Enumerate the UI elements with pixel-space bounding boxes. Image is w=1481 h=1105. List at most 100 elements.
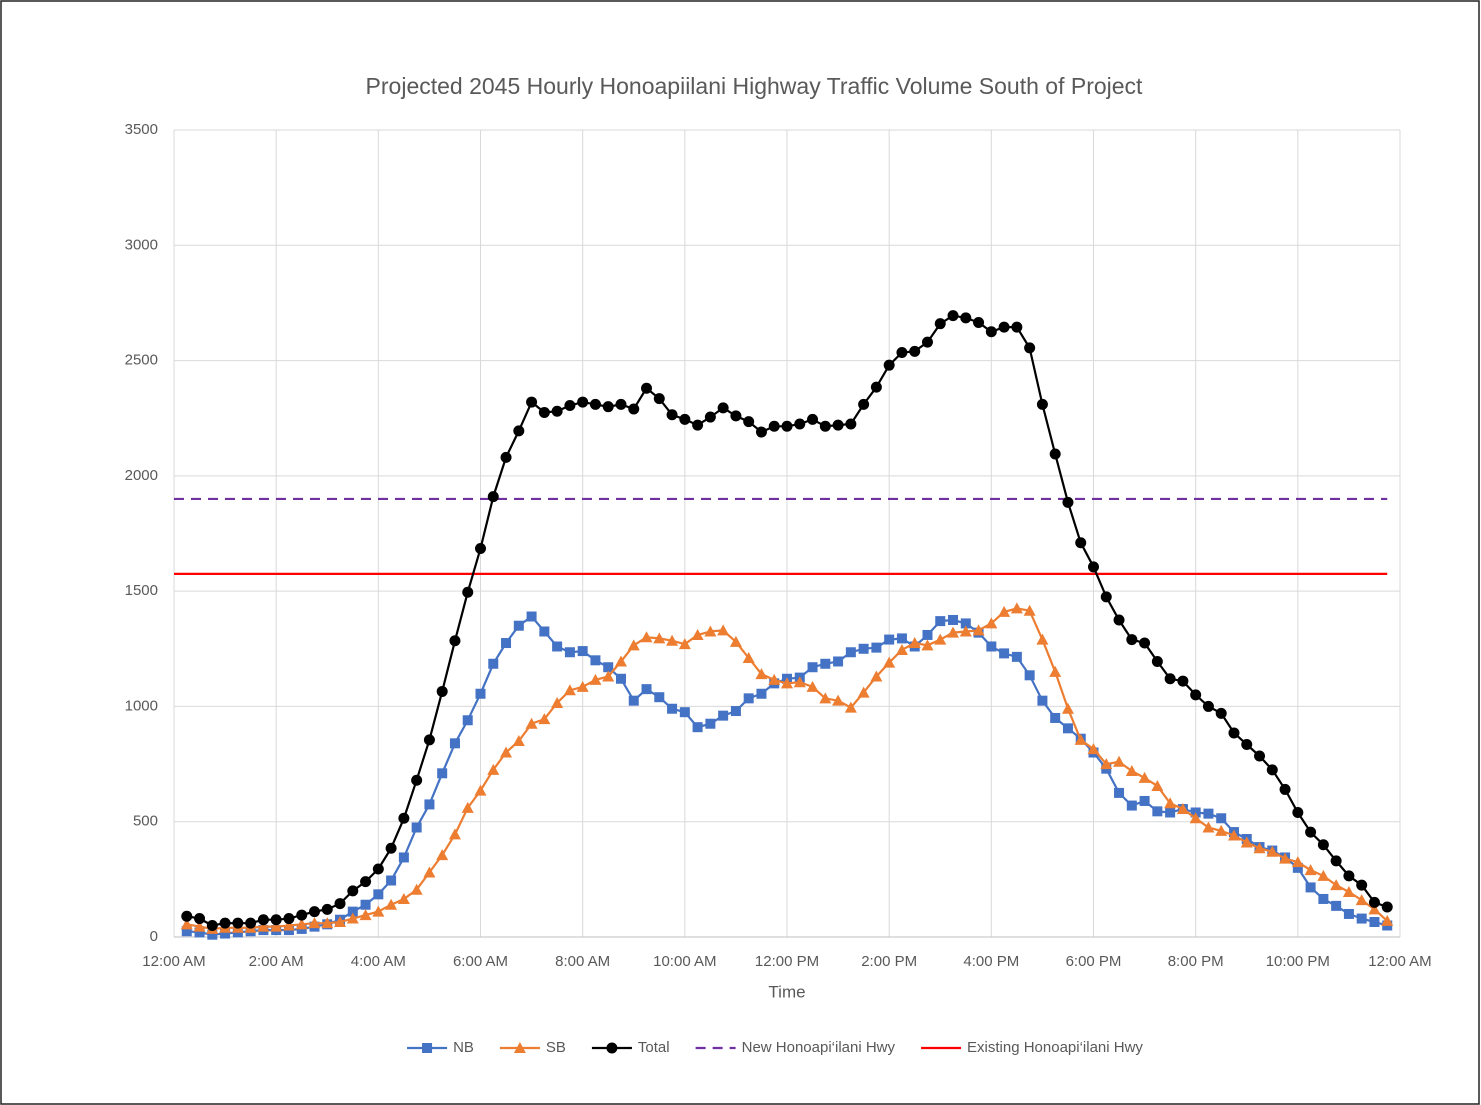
point bbox=[717, 624, 730, 636]
point bbox=[602, 670, 615, 682]
point bbox=[1165, 807, 1176, 818]
point bbox=[1177, 675, 1189, 687]
point bbox=[589, 398, 601, 410]
point bbox=[207, 929, 218, 940]
point bbox=[577, 396, 589, 408]
point bbox=[973, 317, 985, 329]
point bbox=[539, 626, 550, 637]
point bbox=[513, 620, 524, 631]
x-tick-label: 10:00 AM bbox=[653, 953, 716, 970]
point bbox=[1202, 821, 1215, 833]
x-tick-label: 6:00 PM bbox=[1066, 953, 1122, 970]
point bbox=[871, 642, 882, 653]
point bbox=[628, 695, 639, 706]
point bbox=[564, 647, 575, 658]
point bbox=[321, 903, 333, 915]
point bbox=[1356, 913, 1367, 924]
point bbox=[1050, 712, 1061, 723]
x-tick-label: 4:00 PM bbox=[963, 953, 1019, 970]
point bbox=[360, 876, 372, 888]
point bbox=[295, 918, 308, 930]
point bbox=[1279, 852, 1292, 864]
point bbox=[423, 866, 436, 878]
legend-label: Existing Honoapi‘ilani Hwy bbox=[967, 1039, 1143, 1056]
point bbox=[1330, 855, 1342, 867]
point bbox=[1049, 448, 1061, 460]
point bbox=[449, 738, 460, 749]
point bbox=[691, 628, 704, 640]
point bbox=[436, 849, 449, 861]
point bbox=[347, 885, 359, 897]
point bbox=[346, 912, 359, 924]
y-tick-label: 500 bbox=[133, 813, 158, 830]
point bbox=[998, 605, 1011, 617]
point bbox=[475, 688, 486, 699]
point bbox=[386, 875, 397, 886]
point bbox=[921, 639, 934, 651]
point bbox=[794, 418, 806, 430]
point bbox=[896, 633, 907, 644]
point bbox=[1151, 779, 1164, 791]
point bbox=[1355, 894, 1368, 906]
point bbox=[1087, 743, 1100, 755]
legend-label: New Honoapi‘ilani Hwy bbox=[742, 1039, 896, 1056]
point bbox=[474, 784, 487, 796]
point bbox=[603, 662, 614, 673]
point bbox=[730, 706, 741, 717]
point bbox=[321, 917, 334, 929]
point bbox=[908, 637, 921, 649]
point bbox=[436, 685, 448, 697]
legend-label: Total bbox=[638, 1039, 670, 1056]
point bbox=[679, 413, 691, 425]
x-tick-label: 10:00 PM bbox=[1266, 953, 1330, 970]
point bbox=[819, 420, 831, 432]
point bbox=[1024, 670, 1035, 681]
point bbox=[1049, 665, 1062, 677]
point bbox=[500, 746, 513, 758]
point bbox=[590, 655, 601, 666]
point bbox=[1126, 634, 1138, 646]
point bbox=[181, 926, 192, 937]
point bbox=[552, 641, 563, 652]
y-tick-label: 2000 bbox=[125, 467, 158, 484]
point bbox=[679, 707, 690, 718]
point bbox=[487, 491, 499, 503]
point bbox=[360, 899, 371, 910]
point bbox=[385, 898, 398, 910]
point bbox=[985, 617, 998, 629]
point bbox=[1304, 864, 1317, 876]
point bbox=[1126, 800, 1137, 811]
point bbox=[1240, 836, 1253, 848]
point bbox=[1152, 806, 1163, 817]
point bbox=[206, 919, 218, 931]
point bbox=[985, 326, 997, 338]
point bbox=[729, 635, 742, 647]
point bbox=[1075, 537, 1087, 549]
point bbox=[934, 633, 947, 645]
point bbox=[705, 718, 716, 729]
point bbox=[512, 735, 525, 747]
point bbox=[858, 643, 869, 654]
point bbox=[730, 410, 742, 422]
point bbox=[947, 626, 960, 638]
point bbox=[564, 400, 576, 412]
point bbox=[755, 668, 768, 680]
point bbox=[628, 403, 640, 415]
point bbox=[1190, 689, 1202, 701]
x-tick-label: 6:00 AM bbox=[453, 953, 508, 970]
point bbox=[1114, 787, 1125, 798]
point bbox=[1254, 750, 1266, 762]
y-tick-label: 2500 bbox=[125, 352, 158, 369]
point bbox=[232, 917, 244, 929]
point bbox=[538, 406, 550, 418]
point bbox=[667, 703, 678, 714]
point bbox=[1241, 738, 1253, 750]
point bbox=[398, 852, 409, 863]
point bbox=[1266, 845, 1279, 857]
point bbox=[397, 892, 410, 904]
point bbox=[986, 641, 997, 652]
point bbox=[1037, 695, 1048, 706]
y-tick-label: 3000 bbox=[125, 236, 158, 253]
point bbox=[245, 917, 257, 929]
